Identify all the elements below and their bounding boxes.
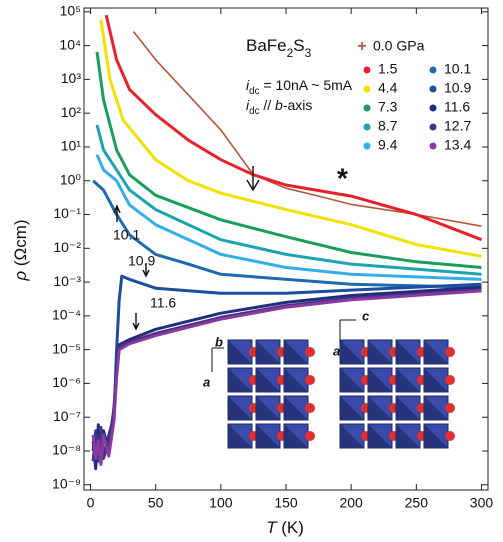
- text-part: b: [275, 97, 283, 113]
- inset-axis-label: c: [362, 308, 370, 323]
- y-tick-label: 10⁴: [59, 36, 81, 52]
- x-tick-label: 300: [470, 495, 494, 511]
- rich-text: ρ (Ωcm): [11, 219, 30, 281]
- x-tick-label: 50: [148, 495, 164, 511]
- text-part: //: [259, 97, 275, 113]
- legend-label: 4.4: [378, 80, 398, 96]
- series-line: [93, 181, 481, 288]
- atom: [305, 403, 315, 413]
- legend-label: 1.5: [378, 61, 398, 77]
- x-tick-label: 250: [405, 495, 429, 511]
- annotation: 10.1: [113, 227, 140, 243]
- annotation: 10.9: [128, 253, 155, 269]
- legend-marker: [430, 67, 437, 74]
- atom: [445, 347, 455, 357]
- text-part: = 10nA ~ 5mA: [259, 77, 352, 93]
- y-tick-label: 10⁻⁴: [52, 307, 81, 323]
- legend-label: 12.7: [444, 118, 471, 134]
- annotation: *: [337, 162, 348, 193]
- y-tick-label: 10³: [61, 70, 82, 86]
- atom: [445, 403, 455, 413]
- chart: 10⁵ 10⁴ 10³ 10² 10¹ 10⁰ 10⁻¹ 10⁻² 10⁻³ 10⁻⁴ 10⁻⁵ 10…: [0, 0, 503, 542]
- atom: [305, 347, 315, 357]
- text-part: (Ωcm): [11, 219, 30, 270]
- atom: [445, 375, 455, 385]
- text-part: (K): [277, 518, 304, 537]
- legend-label: 10.1: [444, 61, 471, 77]
- text-part: dc: [249, 106, 259, 117]
- legend-label: 13.4: [444, 137, 471, 153]
- y-tick-label: 10⁻¹: [53, 205, 81, 221]
- legend-label: 9.4: [378, 137, 398, 153]
- rich-text: idc // b-axis: [246, 97, 312, 117]
- legend-label: 10.9: [444, 80, 471, 96]
- y-tick-label: 10⁻⁹: [52, 475, 81, 491]
- text-part: dc: [249, 86, 259, 97]
- y-tick-label: 10⁵: [60, 3, 81, 19]
- atom: [305, 431, 315, 441]
- legend-label: 11.6: [444, 99, 470, 115]
- rich-text: T (K): [266, 518, 304, 537]
- legend-marker: [430, 105, 437, 112]
- legend-label: 7.3: [378, 99, 398, 115]
- x-tick-label: 150: [274, 495, 298, 511]
- legend-marker: [364, 124, 371, 131]
- legend-marker: +: [357, 38, 366, 55]
- text-part: BaFe: [246, 36, 287, 55]
- series-line: [134, 32, 482, 227]
- arrows: [114, 166, 259, 329]
- legend-label: 0.0 GPa: [373, 38, 425, 54]
- inset-axis-label: b: [215, 334, 223, 349]
- y-tick-label: 10⁻⁸: [52, 442, 81, 458]
- legend-marker: [364, 86, 371, 93]
- legend-marker: [430, 124, 437, 131]
- inset-axis-label: a: [333, 343, 340, 358]
- y-tick-label: 10⁰: [60, 171, 82, 187]
- legend-marker: [364, 105, 371, 112]
- y-tick-label: 10⁻⁷: [53, 408, 81, 424]
- y-tick-label: 10¹: [61, 138, 82, 154]
- atom: [445, 431, 455, 441]
- legend-marker: [364, 143, 371, 150]
- legend-marker: [430, 86, 437, 93]
- legend-marker: [364, 67, 371, 74]
- y-tick-label: 10⁻³: [53, 273, 81, 289]
- y-tick-label: 10⁻⁵: [52, 340, 81, 356]
- atom: [305, 375, 315, 385]
- y-tick-label: 10⁻²: [53, 239, 81, 255]
- y-tick-label: 10⁻⁶: [52, 374, 81, 390]
- inset-axis-label: a: [203, 374, 210, 389]
- rich-text: BaFe2S3: [246, 36, 312, 60]
- text-part: -axis: [283, 97, 313, 113]
- y-tick-label: 10²: [61, 104, 82, 120]
- text-part: 3: [305, 46, 312, 60]
- x-tick-label: 200: [339, 495, 363, 511]
- text-part: ρ: [11, 271, 30, 282]
- rich-text: idc = 10nA ~ 5mA: [246, 77, 353, 97]
- text-part: S: [293, 36, 304, 55]
- legend-marker: [430, 143, 437, 150]
- legend-label: 8.7: [378, 118, 398, 134]
- x-tick-label: 0: [87, 495, 95, 511]
- annotation: 11.6: [150, 295, 176, 311]
- x-tick-label: 100: [209, 495, 233, 511]
